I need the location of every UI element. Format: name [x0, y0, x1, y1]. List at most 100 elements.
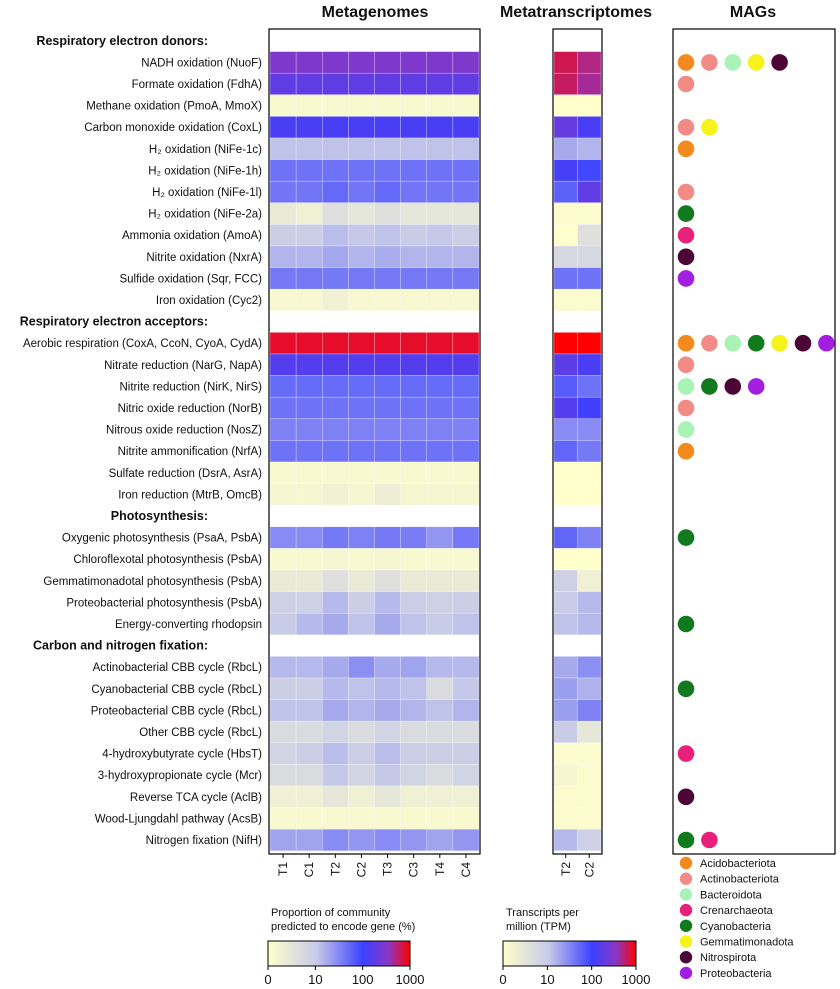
row-label: Nitric oxide reduction (NorB) — [118, 403, 263, 415]
metagenome-cell — [295, 742, 323, 765]
metagenome-cell — [452, 202, 480, 225]
mag-dot — [818, 334, 835, 352]
mag-dot — [724, 54, 742, 71]
metagenome-cell — [426, 202, 454, 225]
metagenome-cell — [400, 418, 427, 441]
metagenome-cell — [400, 591, 427, 614]
legend-dot — [679, 856, 693, 870]
metagenome-cell — [322, 94, 349, 117]
mag-dot — [677, 745, 695, 762]
metagenome-cell — [348, 699, 375, 722]
metagenome-cell — [400, 245, 427, 268]
metagenome-cell — [426, 396, 454, 420]
metagenome-cell — [374, 94, 401, 117]
metatranscriptome-frame — [552, 28, 603, 855]
metagenome-cell — [452, 612, 480, 636]
metagenome-cell — [452, 288, 480, 312]
metagenome-cell — [452, 159, 480, 182]
metagenome-cell — [426, 720, 454, 744]
metagenome-cell — [426, 569, 454, 592]
column-label: C1 — [302, 862, 316, 878]
metatranscriptome-cell — [577, 396, 602, 420]
metagenome-cell — [374, 612, 401, 636]
metatranscriptome-cell — [553, 677, 578, 700]
metagenome-cell — [452, 785, 480, 808]
metagenome-cell — [269, 159, 297, 182]
metagenome-cell — [452, 483, 480, 506]
metagenome-cell — [322, 224, 349, 247]
mt-colorbar — [502, 940, 637, 967]
metagenome-cell — [400, 461, 427, 484]
metatranscriptome-cell — [577, 548, 602, 571]
metagenome-cell — [269, 764, 297, 787]
metagenome-cell — [269, 51, 297, 74]
metagenome-cell — [295, 180, 323, 204]
row-label: H₂ oxidation (NiFe-1c) — [149, 144, 262, 156]
metagenome-cell — [295, 72, 323, 96]
legend-label: Proteobacteria — [700, 968, 772, 980]
metagenome-cell — [295, 526, 323, 549]
row-label: Oxygenic photosynthesis (PsaA, PsbA) — [62, 533, 262, 545]
metagenome-cell — [426, 180, 454, 204]
metatranscriptome-cell — [577, 569, 602, 592]
metagenome-cell — [322, 245, 349, 268]
metatranscriptome-cell — [553, 764, 578, 787]
metagenome-cell — [400, 288, 427, 312]
mg-colorbar-ticks: 0 10 100 1000 — [264, 966, 424, 987]
row-label: H₂ oxidation (NiFe-1h) — [148, 165, 262, 177]
metagenome-cell — [322, 807, 349, 830]
metagenome-cell — [348, 548, 375, 571]
mag-dot — [677, 529, 695, 546]
metagenome-cell — [322, 137, 349, 160]
metatranscriptome-cell — [553, 353, 578, 376]
metagenome-cell — [269, 137, 297, 160]
mag-dot — [677, 183, 695, 201]
metagenome-cell — [400, 483, 427, 506]
legend-label: Actinobacteriota — [700, 874, 780, 886]
metagenome-cell — [269, 332, 297, 355]
metatranscriptome-heatmap — [553, 51, 602, 852]
metagenome-cell — [426, 418, 454, 441]
colorbar-tick-label: 10 — [540, 972, 554, 987]
metatranscriptome-cell — [577, 483, 602, 506]
metagenome-cell — [426, 526, 454, 549]
metagenome-cell — [452, 94, 480, 117]
metagenome-cell — [426, 72, 454, 96]
metagenome-cell — [452, 332, 480, 355]
metagenome-cell — [426, 159, 454, 182]
metagenome-cell — [322, 418, 349, 441]
legend-dot — [679, 966, 693, 980]
metagenome-cell — [426, 764, 454, 787]
metagenome-cell — [374, 375, 401, 398]
metagenome-cell — [295, 137, 323, 160]
metagenome-cell — [400, 612, 427, 636]
metagenome-cell — [348, 418, 375, 441]
metatranscriptome-cell — [553, 224, 578, 247]
metagenome-cell — [374, 764, 401, 787]
metagenome-cell — [426, 267, 454, 290]
row-label: Proteobacterial photosynthesis (PsbA) — [66, 597, 262, 609]
metatranscriptome-cell — [553, 483, 578, 506]
mag-dot — [771, 334, 788, 352]
mag-dot — [677, 334, 695, 352]
metagenome-cell — [269, 699, 297, 722]
legend-label: Crenarchaeota — [700, 905, 774, 917]
metatranscriptome-cell — [553, 137, 578, 160]
metagenome-cell — [322, 483, 349, 506]
metagenome-cell — [295, 202, 323, 225]
metatranscriptome-cell — [553, 159, 578, 182]
metagenome-cell — [452, 245, 480, 268]
metagenome-cell — [295, 785, 323, 808]
metagenome-cell — [426, 612, 454, 636]
metagenome-cell — [322, 828, 349, 852]
metatranscriptome-cell — [577, 94, 602, 117]
metagenome-cell — [400, 116, 427, 139]
metatranscriptome-cell — [577, 180, 602, 204]
metagenome-cell — [348, 807, 375, 830]
metagenome-cell — [374, 677, 401, 700]
column-label: T2 — [328, 862, 342, 876]
mags-title: MAGs — [730, 4, 776, 21]
metagenome-cell — [426, 699, 454, 722]
metagenome-cell — [400, 720, 427, 744]
row-label: Actinobacterial CBB cycle (RbcL) — [93, 662, 263, 674]
